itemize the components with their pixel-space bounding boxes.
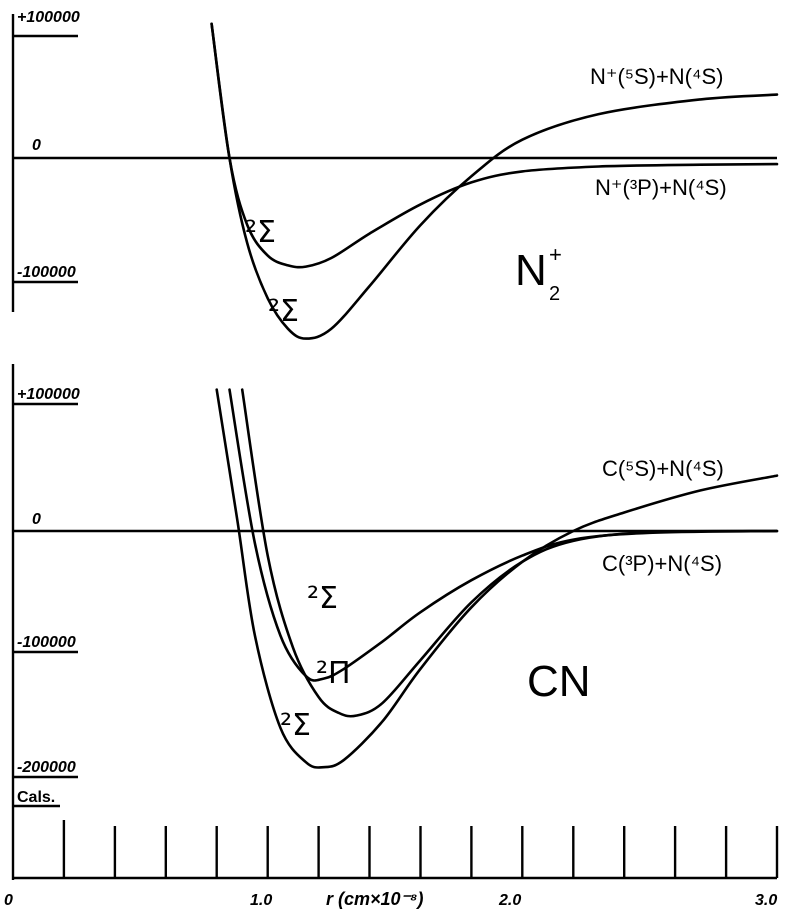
top-asymptote-label-2: N⁺(³P)+N(⁴S) — [595, 175, 727, 200]
x-tick-label-3: 3.0 — [755, 892, 777, 909]
bottom-tick-plus100000: +100000 — [17, 386, 80, 403]
bottom-tick-minus200000: -200000 — [17, 759, 76, 776]
bottom-curve-2 — [240, 388, 779, 718]
x-tick-label-1: 1.0 — [250, 892, 272, 909]
molecule-label-n2plus: N — [515, 246, 547, 295]
top-term-label-1: ²Σ — [245, 215, 276, 250]
x-axis-ticks — [62, 820, 779, 878]
top-tick-minus100000: -100000 — [17, 264, 76, 281]
bottom-panel-ticks: +100000 0 -100000 -200000 Cals. — [13, 386, 80, 808]
bottom-asymptote-label-2: C(³P)+N(⁴S) — [602, 551, 722, 576]
bottom-term-label-1: ²Σ — [307, 581, 338, 616]
top-term-label-2: ²Σ — [268, 294, 299, 329]
x-axis-label: r (cm×10⁻⁸) — [326, 889, 424, 909]
top-curve-2 — [210, 22, 779, 340]
bottom-panel-curves — [215, 388, 779, 769]
bottom-curve-1 — [228, 388, 779, 682]
top-tick-plus100000: +100000 — [17, 9, 80, 26]
bottom-term-label-3: ²Σ — [280, 708, 311, 743]
molecule-subscript: 2 — [549, 283, 560, 305]
top-panel-ticks: +100000 0 -100000 — [13, 9, 80, 284]
bottom-term-label-2: ²Π — [316, 656, 351, 691]
bottom-tick-zero: 0 — [32, 511, 41, 528]
molecule-superscript: + — [549, 242, 562, 267]
bottom-tick-minus100000: -100000 — [17, 634, 76, 651]
molecule-label-cn: CN — [527, 657, 591, 706]
units-label: Cals. — [17, 789, 55, 806]
bottom-curve-3 — [215, 388, 779, 769]
x-tick-label-2: 2.0 — [498, 892, 521, 909]
top-tick-zero: 0 — [32, 137, 41, 154]
top-curve-1 — [210, 22, 779, 269]
x-tick-label-0: 0 — [4, 892, 13, 909]
top-asymptote-label-1: N⁺(⁵S)+N(⁴S) — [590, 64, 723, 89]
top-panel-curves — [210, 22, 779, 340]
bottom-asymptote-label-1: C(⁵S)+N(⁴S) — [602, 456, 724, 481]
